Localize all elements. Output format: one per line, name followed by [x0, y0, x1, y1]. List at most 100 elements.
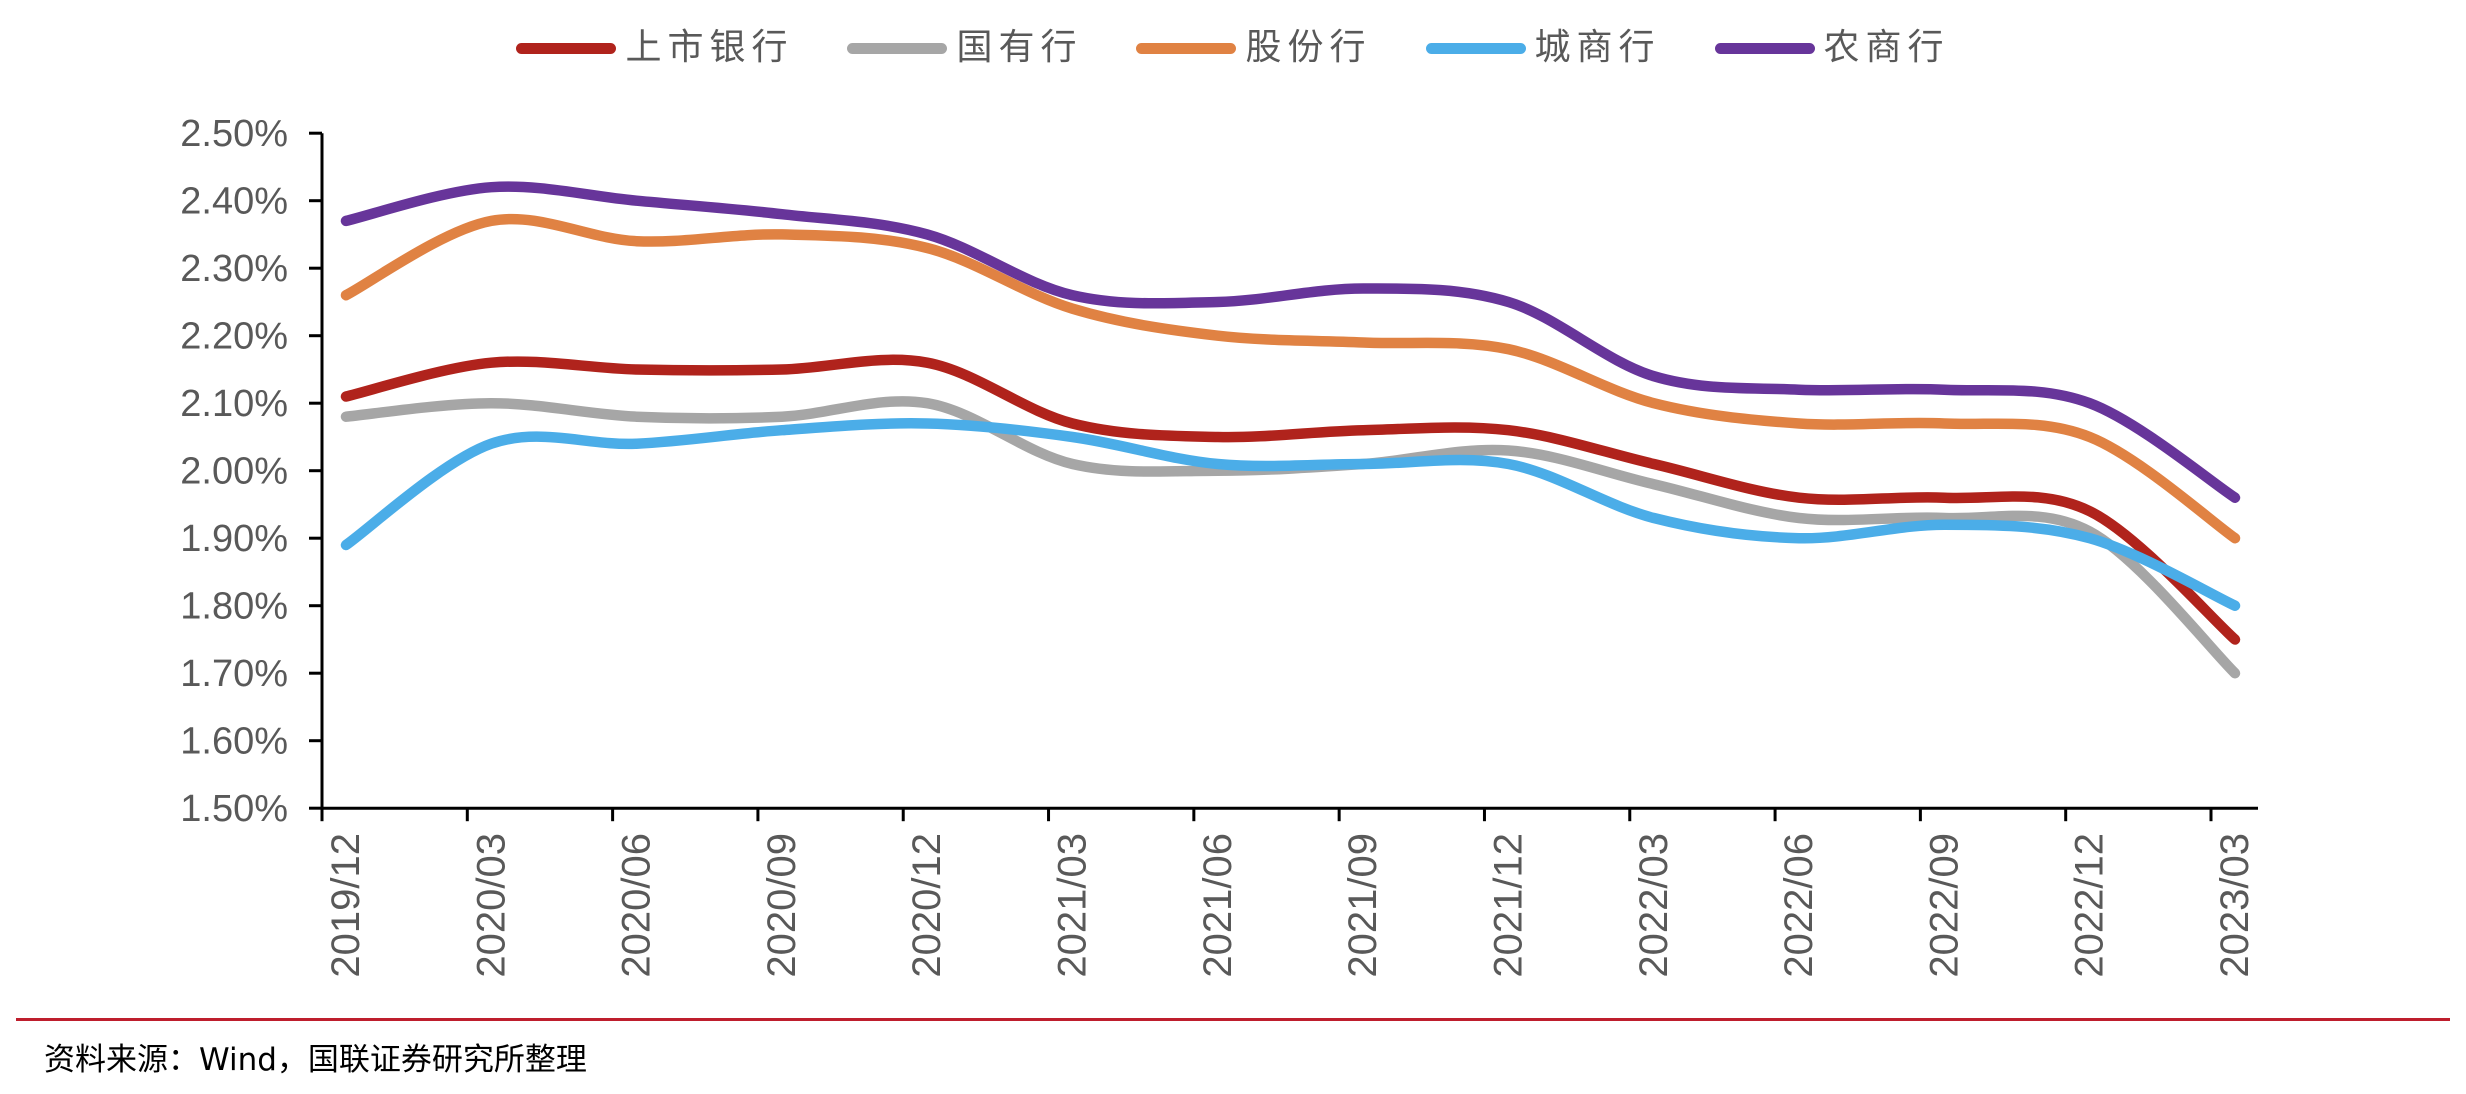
series-5 — [340, 181, 2241, 503]
legend-swatch-1 — [516, 42, 617, 54]
x-axis-ticks: 2019/12 2020/03 2020/06 2020/09 2020/12 2021/… — [320, 808, 2257, 978]
x-tick-label: 2019/12 — [324, 833, 368, 978]
data-point — [1068, 418, 1078, 428]
data-point — [777, 364, 787, 374]
data-point — [1794, 493, 1804, 503]
data-point — [922, 229, 932, 239]
y-tick-label: 2.40% — [180, 181, 288, 223]
data-point — [1358, 283, 1368, 293]
x-tick-label: 2020/12 — [905, 833, 949, 978]
data-point — [632, 196, 642, 206]
data-point — [632, 439, 642, 449]
data-point — [486, 439, 496, 449]
legend-swatch-2 — [847, 42, 948, 54]
data-point — [1213, 459, 1223, 469]
y-tick-label: 1.60% — [180, 721, 288, 763]
data-point — [1794, 513, 1804, 523]
data-point — [1068, 432, 1078, 442]
legend-item-2: 国有行 — [847, 24, 1082, 72]
chart-legend: 上市银行 国有行 股份行 城商行 农商行 — [0, 24, 2466, 72]
y-tick-label: 2.20% — [180, 316, 288, 358]
data-point — [1358, 425, 1368, 435]
data-point — [922, 398, 932, 408]
data-point — [2085, 432, 2095, 442]
data-point — [486, 358, 496, 368]
data-point — [341, 290, 351, 300]
data-point — [1939, 385, 1949, 395]
data-point — [341, 391, 351, 401]
series-line-1 — [340, 354, 2241, 645]
data-point — [1649, 459, 1659, 469]
y-tick-label: 1.50% — [180, 788, 288, 830]
series-lines — [340, 181, 2241, 679]
data-point — [1213, 331, 1223, 341]
data-point — [1939, 520, 1949, 530]
data-point — [1503, 445, 1513, 455]
data-point — [922, 243, 932, 253]
legend-label-5: 农商行 — [1823, 27, 1950, 68]
y-tick-label: 2.00% — [180, 451, 288, 493]
x-tick-label: 2021/09 — [1341, 833, 1385, 978]
data-point — [632, 364, 642, 374]
legend-label-3: 股份行 — [1245, 27, 1372, 68]
data-point — [1503, 344, 1513, 354]
x-tick-label: 2022/06 — [1777, 833, 1821, 978]
y-tick-label: 2.50% — [180, 113, 288, 155]
data-point — [632, 236, 642, 246]
legend-swatch-3 — [1136, 42, 1237, 54]
data-point — [486, 216, 496, 226]
x-tick-label: 2022/12 — [2068, 833, 2112, 978]
data-point — [2230, 668, 2240, 678]
data-point — [1939, 418, 1949, 428]
data-point — [632, 412, 642, 422]
x-tick-label: 2023/03 — [2213, 833, 2257, 978]
footer-divider — [16, 1018, 2450, 1021]
data-point — [1358, 337, 1368, 347]
legend-item-3: 股份行 — [1136, 24, 1371, 72]
data-point — [2085, 506, 2095, 516]
data-point — [1649, 479, 1659, 489]
legend-item-4: 城商行 — [1425, 24, 1661, 72]
series-4 — [340, 418, 2241, 611]
data-point — [1649, 371, 1659, 381]
data-point — [2230, 493, 2240, 503]
data-point — [341, 412, 351, 422]
legend-label-2: 国有行 — [956, 27, 1083, 68]
x-tick-label: 2021/06 — [1196, 833, 1240, 978]
series-line-4 — [340, 418, 2241, 611]
data-point — [1068, 304, 1078, 314]
data-point — [1649, 398, 1659, 408]
data-point — [1503, 297, 1513, 307]
x-tick-label: 2020/09 — [760, 833, 804, 978]
x-tick-label: 2020/06 — [615, 833, 659, 978]
y-tick-label: 2.10% — [180, 383, 288, 425]
data-point — [341, 540, 351, 550]
series-3 — [340, 213, 2241, 544]
data-point — [922, 358, 932, 368]
data-point — [777, 209, 787, 219]
data-point — [922, 418, 932, 428]
source-note: 资料来源：Wind，国联证券研究所整理 — [44, 1042, 587, 1078]
y-axis-ticks: 2.50% 2.40% 2.30% 2.20% 2.10% 2.00% 1.90% 1.80%… — [180, 113, 322, 830]
data-point — [486, 182, 496, 192]
x-tick-label: 2021/03 — [1051, 833, 1095, 978]
data-point — [1503, 425, 1513, 435]
legend-swatch-4 — [1425, 42, 1526, 54]
y-tick-label: 2.30% — [180, 248, 288, 290]
data-point — [1649, 513, 1659, 523]
y-tick-label: 1.70% — [180, 653, 288, 695]
data-point — [2230, 634, 2240, 644]
legend-label-1: 上市银行 — [625, 27, 794, 68]
data-point — [1213, 297, 1223, 307]
legend-item-1: 上市银行 — [516, 24, 793, 72]
x-tick-label: 2020/03 — [469, 833, 513, 978]
data-point — [1794, 385, 1804, 395]
data-point — [341, 216, 351, 226]
data-point — [2085, 533, 2095, 543]
data-point — [1939, 493, 1949, 503]
data-point — [777, 229, 787, 239]
x-tick-label: 2022/03 — [1632, 833, 1676, 978]
data-point — [777, 412, 787, 422]
data-point — [777, 425, 787, 435]
